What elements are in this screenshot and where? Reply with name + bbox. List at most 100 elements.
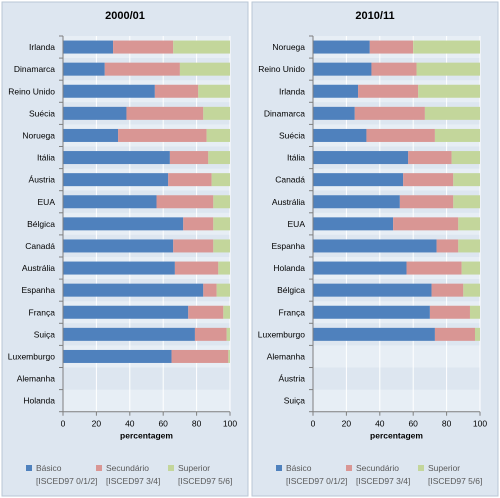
bar-secundario: [403, 173, 454, 187]
category-label: Itália: [287, 153, 305, 163]
bar-secundario: [406, 261, 462, 275]
category-label: Noruega: [272, 42, 305, 52]
bar-basico: [313, 327, 435, 341]
category-label: Reino Unido: [8, 86, 55, 96]
bar-secundario: [366, 128, 435, 142]
category-label: Dinamarca: [264, 108, 305, 118]
category-label: Canadá: [275, 175, 305, 185]
bar-superior: [208, 151, 230, 165]
legend-swatch: [418, 465, 424, 471]
bar-basico: [63, 195, 157, 209]
bar-basico: [313, 106, 355, 120]
x-tick-label: 80: [442, 419, 452, 429]
bar-secundario: [156, 195, 214, 209]
bar-superior: [223, 305, 230, 319]
bar-basico: [313, 40, 370, 54]
x-tick-label: 40: [375, 419, 385, 429]
bar-basico: [313, 239, 437, 253]
legend-sublabel: [ISCED97 0/1/2]: [36, 476, 97, 486]
bar-secundario: [408, 151, 452, 165]
x-tick-label: 0: [311, 419, 316, 429]
category-label: Suiça: [284, 396, 306, 406]
category-label: Áustria: [29, 175, 56, 185]
bar-basico: [63, 349, 172, 363]
x-tick-label: 100: [473, 419, 487, 429]
bar-basico: [63, 151, 170, 165]
category-label: Suiça: [34, 329, 56, 339]
bar-basico: [63, 261, 175, 275]
bar-basico: [63, 239, 174, 253]
legend-label: Superior: [428, 463, 460, 473]
bar-superior: [458, 239, 480, 253]
category-label: Dinamarca: [14, 64, 55, 74]
category-label: Alemanha: [267, 351, 306, 361]
category-label: Bélgica: [27, 219, 55, 229]
bar-superior: [453, 195, 480, 209]
bar-secundario: [436, 239, 459, 253]
row-band: [313, 367, 480, 390]
bar-superior: [461, 261, 480, 275]
category-label: Alemanha: [17, 374, 56, 384]
bar-superior: [179, 62, 230, 76]
bar-basico: [63, 128, 119, 142]
legend: Básico [ISCED97 0/1/2] Secundário [ISCED97 …: [26, 463, 232, 486]
legend-label: Secundário: [106, 463, 149, 473]
category-label: EUA: [38, 197, 56, 207]
category-label: Irlanda: [29, 42, 55, 52]
bar-secundario: [126, 106, 204, 120]
bar-secundario: [399, 195, 454, 209]
chart-title: 2010/11: [355, 10, 394, 22]
bar-basico: [63, 327, 195, 341]
bar-superior: [198, 84, 230, 98]
bar-basico: [313, 128, 367, 142]
bar-secundario: [171, 349, 229, 363]
bar-secundario: [358, 84, 419, 98]
category-label: Bélgica: [277, 285, 305, 295]
category-label: Espanha: [271, 241, 305, 251]
bar-secundario: [371, 62, 417, 76]
bar-superior: [228, 349, 230, 363]
legend-sublabel: [ISCED97 5/6]: [428, 476, 482, 486]
legend-swatch: [346, 465, 352, 471]
category-label: Austrália: [22, 263, 55, 273]
bar-basico: [63, 40, 114, 54]
bar-superior: [418, 84, 480, 98]
bar-secundario: [369, 40, 414, 54]
bar-superior: [173, 40, 230, 54]
category-label: Suécia: [279, 130, 305, 140]
legend-label: Secundário: [356, 463, 399, 473]
bar-secundario: [118, 128, 207, 142]
bar-basico: [313, 62, 372, 76]
x-tick-label: 80: [192, 419, 202, 429]
category-label: Holanda: [23, 396, 55, 406]
legend-swatch: [26, 465, 32, 471]
bar-basico: [63, 62, 105, 76]
bar-basico: [313, 261, 407, 275]
bar-secundario: [354, 106, 425, 120]
bar-superior: [463, 283, 480, 297]
legend-label: Básico: [286, 463, 312, 473]
category-label: Irlanda: [279, 86, 305, 96]
legend-sublabel: [ISCED97 3/4]: [356, 476, 410, 486]
bar-basico: [313, 283, 432, 297]
row-band: [313, 389, 480, 412]
bar-basico: [63, 173, 169, 187]
category-label: Luxemburgo: [258, 329, 306, 339]
bar-superior: [451, 151, 480, 165]
bar-superior: [458, 217, 480, 231]
bar-basico: [313, 151, 409, 165]
bar-basico: [313, 84, 359, 98]
bar-superior: [206, 128, 230, 142]
chart-panel-2: 2010/11 Noruega Reino Unido Irlanda Dinamarc…: [251, 1, 499, 497]
bar-secundario: [393, 217, 459, 231]
legend-swatch: [168, 465, 174, 471]
x-tick-label: 20: [342, 419, 352, 429]
bar-basico: [313, 195, 400, 209]
legend: Básico [ISCED97 0/1/2] Secundário [ISCED97 …: [276, 463, 482, 486]
bar-superior: [203, 106, 230, 120]
row-band: [63, 367, 230, 390]
legend-sublabel: [ISCED97 5/6]: [178, 476, 232, 486]
bar-basico: [313, 217, 394, 231]
category-label: Noruega: [22, 130, 55, 140]
